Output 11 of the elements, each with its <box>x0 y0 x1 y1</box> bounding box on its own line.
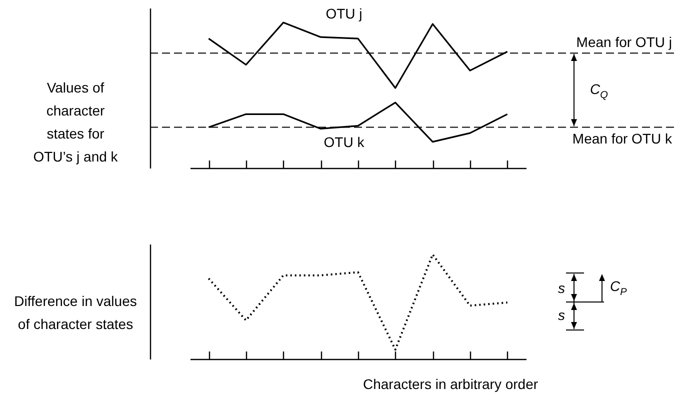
text: s <box>558 307 565 323</box>
x-axis-title: Characters in arbitrary order <box>362 376 538 392</box>
text: C$_{Q}$ <box>590 81 608 101</box>
text: C$_{P}$ <box>610 278 627 298</box>
y-axis-title: Values of character states for OTU’s j and k <box>33 80 119 164</box>
series-label: OTU k <box>324 134 366 150</box>
y-axis-title: Difference in values of character states <box>14 293 137 332</box>
ref-line-label: Mean for OTU j <box>576 34 672 50</box>
ref-line-label: Mean for OTU k <box>572 130 673 146</box>
text: s <box>558 280 565 296</box>
series-label: OTU j <box>326 6 362 22</box>
